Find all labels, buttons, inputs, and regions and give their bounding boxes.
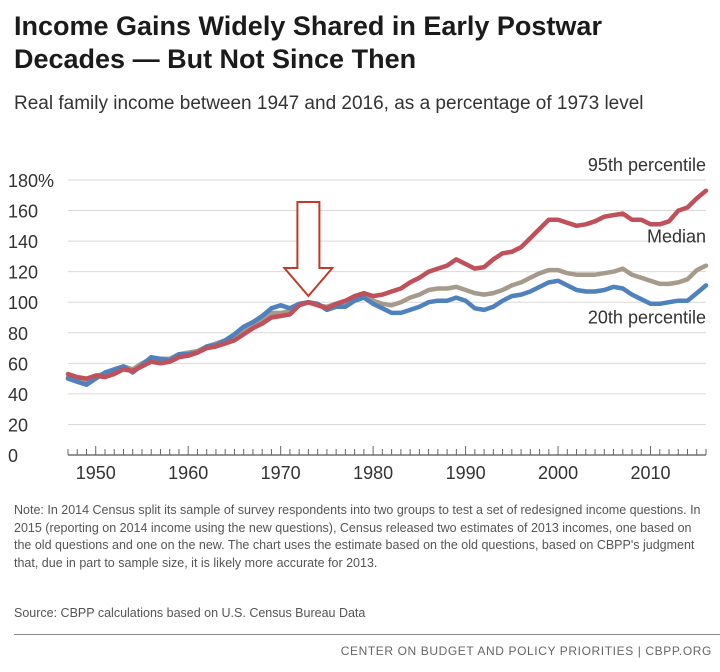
y-tick-label: 20 [8,415,28,435]
footer-credit: CENTER ON BUDGET AND POLICY PRIORITIES |… [340,644,712,658]
series-labels: 95th percentile Median 20th percentile [588,155,706,328]
y-tick-label: 60 [8,354,28,374]
series-lines [65,188,709,387]
y-axis-labels: 0 20 40 60 80 100 120 140 160 180% [8,171,54,466]
x-tick-label: 1980 [353,463,393,483]
series-line-95th-percentile [65,188,709,381]
x-tick-label: 1950 [76,463,116,483]
gridlines [68,179,706,425]
y-tick-label: 0 [8,446,18,466]
down-arrow-icon [282,201,335,298]
series-label-95th-percentile: 95th percentile [588,155,706,175]
y-tick-label: 100 [8,293,38,313]
x-tick-label: 2000 [538,463,578,483]
line-chart: 1950 1960 1970 1980 1990 2000 2010 0 20 40 60 80 10… [8,155,709,483]
x-tick-label: 1970 [261,463,301,483]
x-tick-label: 1990 [446,463,486,483]
y-tick-label: 80 [8,324,28,344]
series-label-20th-percentile: 20th percentile [588,308,706,328]
annotation-arrow [282,201,335,298]
x-tick-label: 2010 [630,463,670,483]
y-tick-label: 140 [8,232,38,252]
chart-subtitle: Real family income between 1947 and 2016… [14,93,644,114]
chart-note: Note: In 2014 Census split its sample of… [14,503,701,570]
chart-source: Source: CBPP calculations based on U.S. … [14,606,366,620]
y-tick-label: 160 [8,202,38,222]
x-tick-label: 1960 [168,463,208,483]
series-label-median: Median [647,227,706,247]
y-tick-label: 180% [8,171,54,191]
y-tick-label: 40 [8,385,28,405]
y-tick-label: 120 [8,263,38,283]
x-axis: 1950 1960 1970 1980 1990 2000 2010 [67,446,707,483]
footer-divider [14,634,720,635]
chart-title: Income Gains Widely Shared in Early Post… [14,11,602,74]
